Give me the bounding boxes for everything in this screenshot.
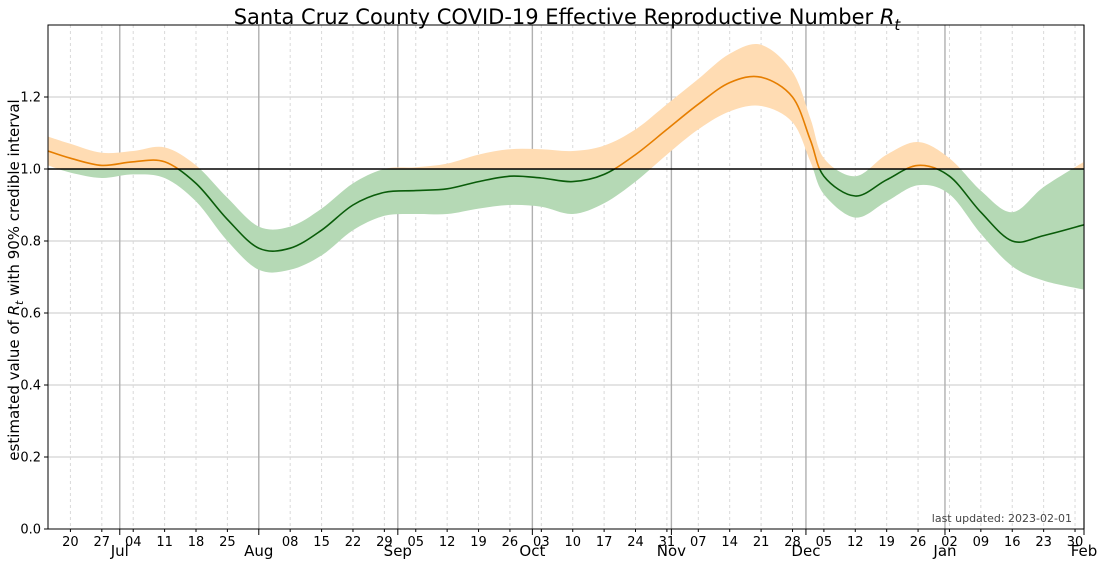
x-month-tick-label: Jan (932, 542, 956, 560)
x-minor-tick-label: 16 (1004, 535, 1021, 550)
x-minor-tick-label: 10 (564, 535, 581, 550)
x-month-tick-label: Jul (110, 542, 129, 560)
y-tick-label: 1.0 (20, 163, 41, 178)
x-minor-tick-label: 08 (282, 535, 299, 550)
x-minor-tick-label: 28 (784, 535, 801, 550)
x-minor-tick-label: 24 (627, 535, 644, 550)
last-updated-note: last updated: 2023-02-01 (932, 512, 1072, 525)
credible-interval-bands (48, 44, 1084, 290)
y-tick-label: 0.6 (20, 307, 41, 322)
ylabel-subscript: t (13, 300, 26, 305)
ylabel-prefix: estimated value of (5, 315, 23, 460)
x-minor-tick-label: 19 (470, 535, 487, 550)
x-minor-tick-label: 15 (313, 535, 330, 550)
credible-band-below-1 (58, 169, 1084, 290)
rt-line-below-1 (176, 169, 1084, 252)
ylabel-symbol: R (5, 305, 23, 315)
x-month-tick-label: Dec (791, 542, 820, 560)
y-tick-label: 1.2 (20, 91, 41, 106)
y-tick-label: 0.4 (20, 379, 41, 394)
y-tick-label: 0.8 (20, 235, 41, 250)
plot-frame (47, 24, 1085, 530)
x-minor-tick-label: 19 (878, 535, 895, 550)
x-minor-tick-label: 05 (407, 535, 424, 550)
rt-estimate-lines (48, 75, 1084, 252)
y-tick-label: 0.0 (20, 523, 41, 538)
x-minor-tick-label: 29 (376, 535, 393, 550)
x-minor-tick-label: 30 (1067, 535, 1084, 550)
x-minor-tick-label: 26 (502, 535, 519, 550)
y-tick-label: 0.2 (20, 451, 41, 466)
title-symbol: R (880, 5, 895, 29)
x-month-tick-label: Nov (657, 542, 686, 560)
chart-title: Santa Cruz County COVID-19 Effective Rep… (234, 5, 902, 34)
x-minor-tick-label: 25 (219, 535, 236, 550)
x-minor-tick-label: 26 (910, 535, 927, 550)
x-minor-tick-label: 22 (345, 535, 362, 550)
x-minor-tick-label: 05 (816, 535, 833, 550)
axes (44, 24, 1085, 535)
x-minor-tick-label: 21 (753, 535, 770, 550)
x-minor-tick-label: 14 (721, 535, 738, 550)
x-minor-tick-label: 23 (1035, 535, 1052, 550)
ylabel-suffix: with 90% credible interval (5, 99, 23, 300)
x-minor-tick-label: 31 (659, 535, 676, 550)
x-minor-tick-label: 09 (973, 535, 990, 550)
x-minor-tick-label: 11 (156, 535, 173, 550)
credible-band-above-1 (48, 44, 1084, 169)
y-axis-label: estimated value of Rt with 90% credible … (5, 99, 26, 460)
x-minor-tick-label: 04 (125, 535, 142, 550)
x-minor-tick-label: 27 (94, 535, 111, 550)
x-minor-tick-label: 03 (533, 535, 550, 550)
x-minor-tick-label: 07 (690, 535, 707, 550)
x-minor-tick-label: 17 (596, 535, 613, 550)
x-minor-tick-label: 20 (62, 535, 79, 550)
x-minor-tick-label: 12 (847, 535, 864, 550)
x-month-tick-label: Sep (384, 542, 412, 560)
x-minor-tick-label: 02 (941, 535, 958, 550)
x-month-tick-label: Oct (519, 542, 545, 560)
grid (48, 25, 1085, 530)
x-month-tick-label: Feb (1071, 542, 1098, 560)
x-month-tick-label: Aug (244, 542, 273, 560)
x-minor-tick-label: 18 (188, 535, 205, 550)
tick-labels: 0.0 0.2 0.4 0.6 0.8 1.0 1.2 20 27 04 11 18 25 08 15 22 2… (20, 91, 1097, 561)
x-minor-tick-label: 12 (439, 535, 456, 550)
